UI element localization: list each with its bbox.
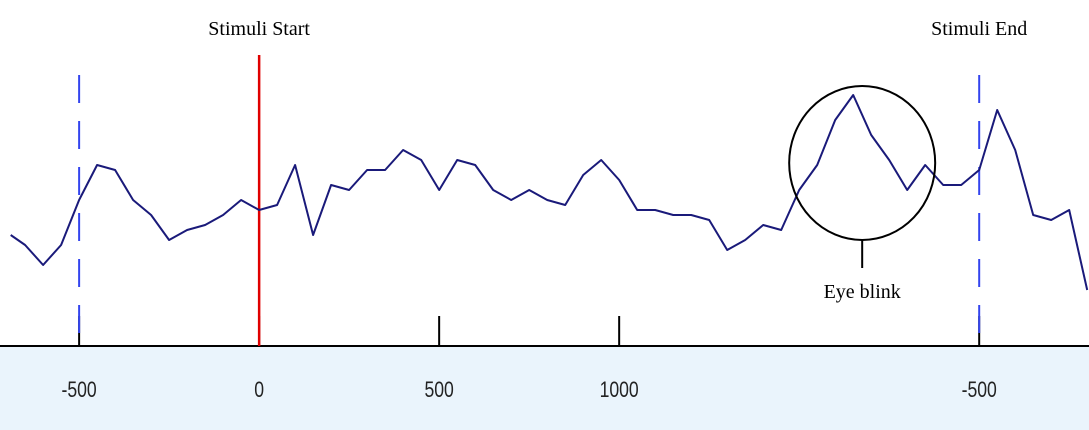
blink-circle — [788, 85, 937, 241]
annotation: Eye blink — [824, 281, 901, 303]
signal-line — [10, 94, 1089, 291]
x-tick-label: 0 — [254, 378, 264, 402]
axis-band — [0, 347, 1089, 430]
x-tick-label: 1000 — [600, 378, 639, 402]
annotation: Stimuli Start — [208, 18, 310, 40]
x-tick-label: -500 — [962, 378, 997, 402]
x-tick-label: -500 — [62, 378, 97, 402]
x-tick-label: 500 — [424, 378, 453, 402]
annotation: Stimuli End — [931, 18, 1027, 40]
